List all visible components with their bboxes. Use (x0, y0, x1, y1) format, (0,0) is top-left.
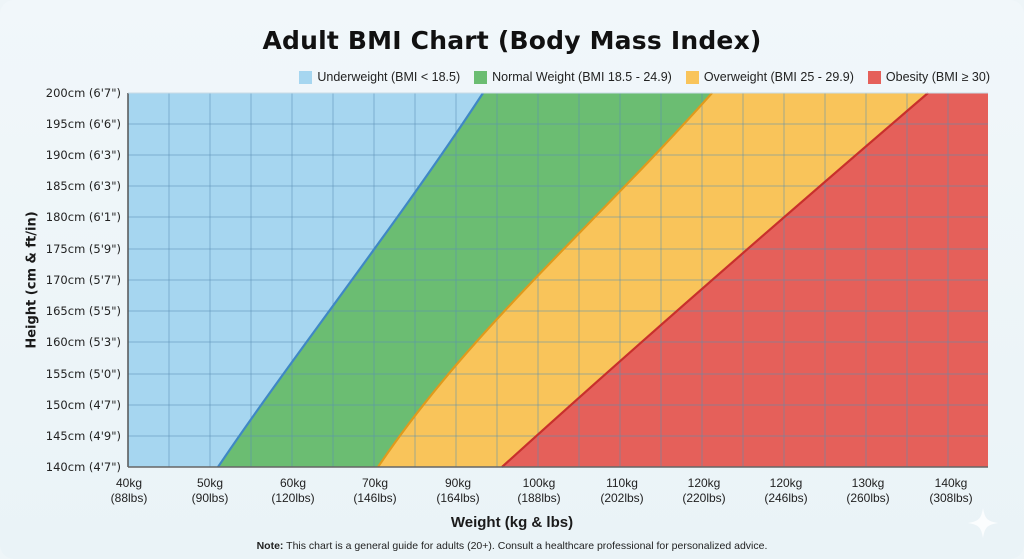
y-tick-label: 195cm (6'6") (45, 117, 121, 131)
sparkle-icon (968, 508, 998, 538)
footnote-text: This chart is a general guide for adults… (283, 540, 768, 552)
x-tick-label: 140kg (308lbs) (929, 476, 973, 505)
legend-swatch-underweight (299, 70, 313, 84)
y-tick-label: 185cm (6'3") (45, 179, 121, 193)
y-tick-label: 155cm (5'0") (45, 367, 121, 381)
boundary-bmi-18-5 (217, 92, 484, 468)
y-tick-label: 170cm (5'7") (45, 273, 121, 287)
x-tick-label: 120kg (220lbs) (682, 476, 726, 505)
footnote: Note: This chart is a general guide for … (0, 540, 1024, 552)
y-tick-label: 175cm (5'9") (45, 242, 121, 256)
legend-item-underweight: Underweight (BMI < 18.5) (299, 70, 460, 84)
legend-label: Overweight (BMI 25 - 29.9) (703, 70, 854, 84)
x-tick-label: 40kg (88lbs) (110, 476, 148, 505)
x-tick-label: 100kg (188lbs) (517, 476, 561, 505)
legend-item-overweight: Overweight (BMI 25 - 29.9) (685, 70, 854, 84)
x-axis-title: Weight (kg & lbs) (450, 514, 574, 531)
boundary-bmi-25 (377, 92, 713, 468)
y-tick-label: 180cm (6'1") (45, 210, 121, 224)
legend-swatch-obesity (867, 70, 881, 84)
x-tick-label: 110kg (202lbs) (600, 476, 644, 505)
legend-item-normal: Normal Weight (BMI 18.5 - 24.9) (474, 70, 672, 84)
y-axis-title: Height (cm & ft/in) (24, 211, 40, 349)
legend-label: Obesity (BMI ≥ 30) (885, 70, 990, 84)
y-tick-label: 145cm (4'9") (45, 429, 121, 443)
x-tick-label: 130kg (260lbs) (846, 476, 890, 505)
y-tick-label: 190cm (6'3") (45, 148, 121, 162)
y-tick-label: 140cm (4'7") (45, 460, 121, 474)
footnote-prefix: Note: (256, 540, 284, 552)
legend-label: Underweight (BMI < 18.5) (317, 70, 461, 84)
chart-title: Adult BMI Chart (Body Mass Index) (262, 26, 762, 55)
x-tick-label: 50kg (90lbs) (191, 476, 229, 505)
legend-swatch-normal (474, 70, 488, 84)
y-tick-label: 165cm (5'5") (45, 304, 121, 318)
legend-swatch-overweight (685, 70, 699, 84)
x-tick-label: 120kg (246lbs) (764, 476, 808, 505)
x-tick-label: 70kg (146lbs) (353, 476, 397, 505)
x-tick-label: 60kg (120lbs) (271, 476, 315, 505)
boundary-bmi-30 (501, 92, 929, 468)
y-tick-label: 160cm (5'3") (45, 335, 121, 349)
grid (128, 93, 988, 467)
legend: Underweight (BMI < 18.5) Normal Weight (… (299, 70, 990, 84)
y-tick-label: 200cm (6'7") (45, 86, 121, 100)
legend-item-obesity: Obesity (BMI ≥ 30) (867, 70, 990, 84)
legend-label: Normal Weight (BMI 18.5 - 24.9) (492, 70, 672, 84)
y-tick-label: 150cm (4'7") (45, 398, 121, 412)
x-tick-label: 90kg (164lbs) (436, 476, 480, 505)
